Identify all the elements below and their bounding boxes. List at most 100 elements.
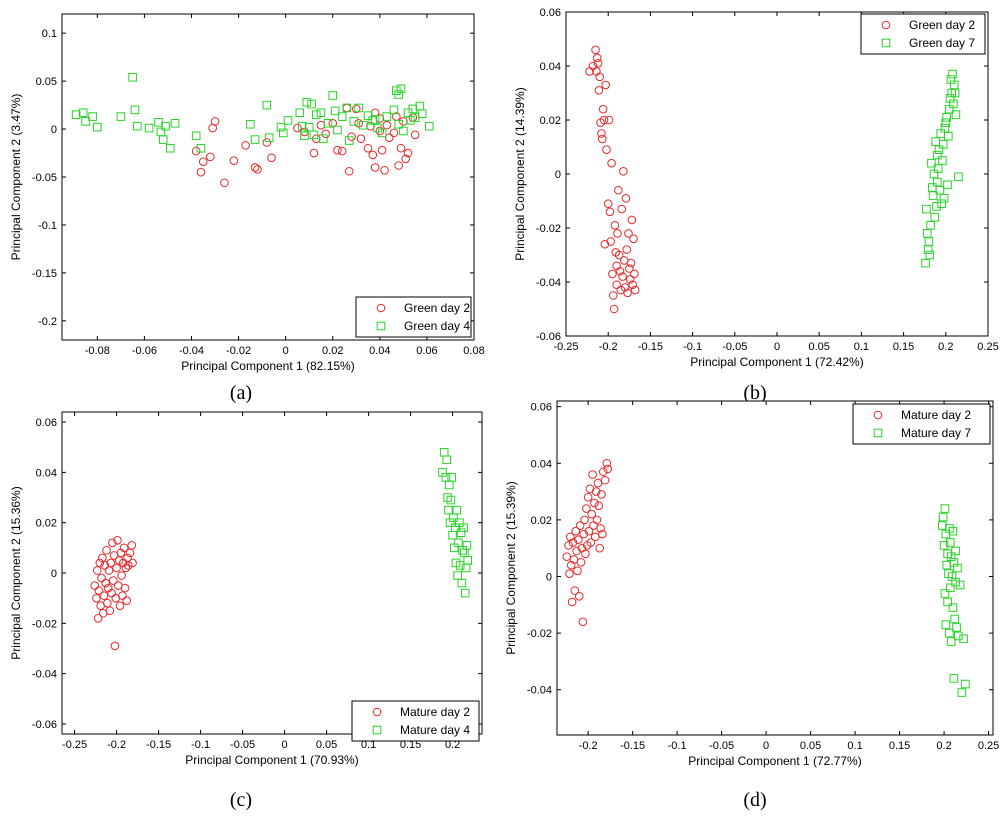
- data-point: [946, 637, 956, 646]
- x-tick-label: -0.1: [668, 740, 687, 752]
- data-point: [460, 588, 470, 598]
- data-point: [337, 112, 347, 121]
- x-tick-label: 0.06: [416, 345, 437, 357]
- x-tick-label: 0.2: [938, 341, 953, 353]
- data-point: [417, 109, 427, 119]
- data-point: [410, 130, 420, 140]
- data-point: [587, 509, 597, 519]
- x-axis-label: Principal Component 1 (72.77%): [688, 754, 861, 768]
- data-point: [316, 120, 326, 130]
- data-point: [408, 104, 418, 114]
- panel-a: -0.08 -0.06 -0.04 -0.02 0 0.02 0.04 0.06 0.08 0.1…: [9, 13, 485, 404]
- data-point: [99, 591, 109, 600]
- data-point: [608, 291, 618, 300]
- x-tick-label: -0.25: [62, 739, 87, 751]
- data-point: [102, 546, 111, 555]
- data-point: [932, 202, 941, 211]
- data-point: [368, 150, 378, 160]
- x-tick-label: 0: [774, 341, 780, 353]
- data-point: [108, 576, 118, 585]
- data-point: [602, 145, 611, 154]
- x-tick-label: -0.08: [85, 345, 110, 357]
- data-point: [118, 591, 127, 600]
- data-point: [602, 458, 612, 468]
- data-point: [576, 558, 586, 567]
- data-point: [591, 45, 600, 55]
- series-1: [90, 535, 137, 651]
- data-point: [165, 143, 175, 153]
- x-tick-label: -0.2: [599, 341, 618, 353]
- plot-area: [61, 411, 483, 735]
- legend-marker: [372, 707, 382, 717]
- data-point: [601, 80, 610, 90]
- data-point: [615, 266, 625, 276]
- data-point: [923, 245, 933, 254]
- y-tick-label: 0.05: [36, 76, 57, 88]
- legend: Green day 2 Green day 7: [860, 13, 986, 55]
- data-point: [610, 221, 620, 230]
- x-tick-label: 0.1: [847, 740, 862, 752]
- data-point: [406, 116, 415, 125]
- y-tick-label: -0.06: [536, 331, 561, 343]
- data-point: [452, 505, 462, 515]
- data-point: [337, 146, 347, 156]
- x-tick-label: 0: [283, 345, 289, 357]
- data-point: [307, 99, 316, 109]
- legend: Mature day 2 Mature day 4: [351, 700, 480, 742]
- x-tick-label: 0.15: [893, 341, 914, 353]
- data-point: [957, 688, 967, 697]
- data-point: [944, 131, 953, 141]
- panel-b: -0.25 -0.2 -0.15 -0.1 -0.05 0 0.05 0.1 0.15 0.2 0.…: [513, 7, 999, 404]
- data-point: [380, 165, 389, 175]
- data-point: [384, 133, 394, 142]
- data-point: [457, 578, 467, 588]
- data-point: [349, 117, 359, 126]
- data-point: [250, 163, 260, 172]
- legend-entry-label: Mature day 4: [400, 723, 470, 737]
- data-point: [241, 141, 250, 150]
- data-point: [590, 498, 599, 508]
- data-point: [246, 119, 255, 129]
- data-point: [951, 110, 961, 119]
- data-point: [945, 628, 954, 638]
- data-point: [562, 552, 572, 561]
- data-point: [597, 129, 606, 138]
- x-tick-label: 0.2: [936, 740, 951, 752]
- y-tick-label: -0.02: [536, 223, 561, 235]
- data-point: [120, 583, 130, 593]
- data-point: [594, 501, 604, 511]
- data-point: [101, 578, 110, 588]
- data-point: [564, 541, 573, 550]
- data-point: [945, 538, 955, 547]
- data-point: [456, 528, 466, 538]
- data-point: [626, 258, 636, 268]
- legend-marker: [881, 38, 891, 48]
- data-point: [620, 283, 630, 292]
- y-tick-label: -0.02: [32, 618, 57, 630]
- data-point: [455, 561, 465, 570]
- data-point: [351, 104, 361, 114]
- x-tick-label: -0.15: [620, 740, 645, 752]
- data-point: [624, 229, 633, 238]
- data-point: [943, 180, 952, 190]
- data-point: [377, 128, 387, 138]
- data-point: [295, 108, 305, 118]
- data-point: [90, 581, 100, 590]
- data-point: [304, 122, 314, 132]
- data-point: [593, 478, 603, 488]
- series-2: [937, 504, 970, 697]
- data-point: [622, 245, 632, 254]
- x-tick-label: 0: [282, 739, 288, 751]
- data-point: [375, 126, 385, 136]
- data-point: [582, 504, 591, 513]
- data-point: [614, 250, 624, 260]
- data-point: [952, 623, 961, 632]
- data-point: [389, 128, 399, 138]
- y-axis-label: Principal Component 2 (14.39%): [513, 87, 527, 260]
- y-tick-label: -0.05: [32, 172, 57, 184]
- data-point: [463, 556, 473, 565]
- data-point: [581, 549, 590, 559]
- data-point: [619, 167, 628, 176]
- legend-box: [860, 13, 986, 55]
